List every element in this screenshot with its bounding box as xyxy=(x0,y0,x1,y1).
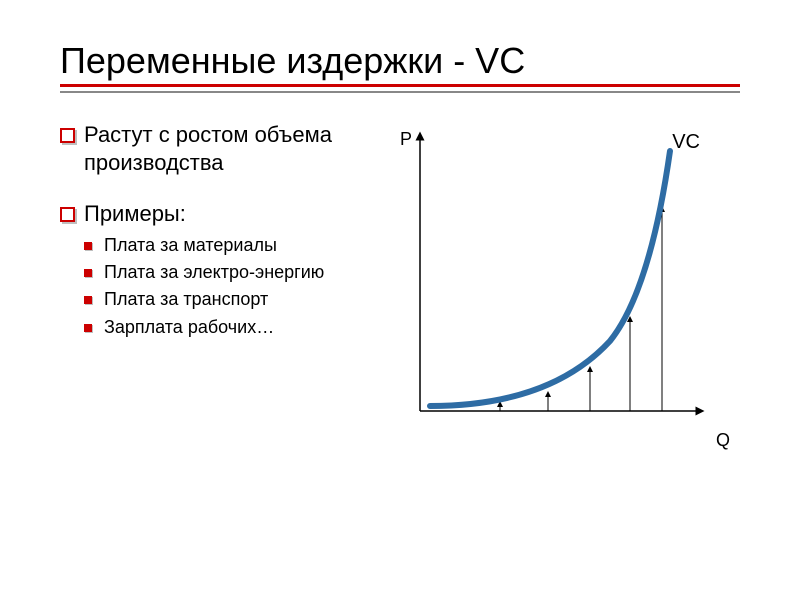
text-column: Растут с ростом объема производства Прим… xyxy=(60,121,360,461)
list-item: Плата за материалы xyxy=(84,234,360,257)
bullet-list-l2: Плата за материалы Плата за электро-энер… xyxy=(84,234,360,340)
list-item-label: Примеры: xyxy=(84,201,186,226)
list-item: Примеры: Плата за материалы Плата за эле… xyxy=(60,200,360,339)
chart-column: P VC xyxy=(380,121,740,461)
title-underline-shadow xyxy=(60,91,740,93)
vc-chart: P VC xyxy=(380,121,720,461)
vc-curve xyxy=(430,151,670,406)
chart-svg xyxy=(380,121,720,461)
title-underline xyxy=(60,84,740,87)
slide-container: Переменные издержки - VC Растут с ростом… xyxy=(0,0,800,600)
list-item: Плата за электро-энергию xyxy=(84,261,360,284)
list-item: Растут с ростом объема производства xyxy=(60,121,360,176)
content-row: Растут с ростом объема производства Прим… xyxy=(60,121,740,461)
bullet-list-l1: Растут с ростом объема производства Прим… xyxy=(60,121,360,339)
x-axis-label: Q xyxy=(716,430,730,451)
list-item: Плата за транспорт xyxy=(84,288,360,311)
slide-title: Переменные издержки - VC xyxy=(60,40,740,82)
list-item: Зарплата рабочих… xyxy=(84,316,360,339)
